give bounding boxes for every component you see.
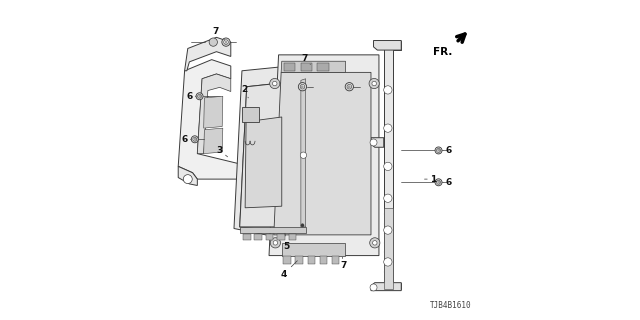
- Circle shape: [298, 83, 307, 91]
- Circle shape: [372, 81, 376, 86]
- Bar: [284, 256, 291, 264]
- Bar: [301, 63, 312, 71]
- Polygon shape: [374, 41, 401, 50]
- Circle shape: [384, 226, 392, 234]
- Text: 7: 7: [340, 257, 347, 270]
- Circle shape: [300, 152, 307, 158]
- Polygon shape: [240, 80, 306, 227]
- Text: 5: 5: [284, 233, 290, 251]
- Polygon shape: [240, 227, 306, 233]
- Circle shape: [183, 175, 192, 184]
- Circle shape: [198, 94, 202, 98]
- Circle shape: [384, 124, 392, 132]
- Circle shape: [193, 137, 196, 141]
- Circle shape: [369, 78, 380, 89]
- Circle shape: [370, 238, 380, 248]
- Circle shape: [384, 194, 392, 202]
- Text: 4: 4: [280, 261, 298, 279]
- Text: 1: 1: [424, 175, 436, 184]
- Polygon shape: [384, 41, 401, 289]
- Polygon shape: [301, 79, 306, 227]
- Polygon shape: [371, 138, 384, 147]
- Text: 6: 6: [186, 92, 196, 101]
- Polygon shape: [184, 37, 231, 71]
- Text: 3: 3: [216, 146, 228, 157]
- Text: 6: 6: [182, 135, 191, 144]
- Polygon shape: [204, 96, 223, 128]
- Circle shape: [269, 78, 280, 89]
- Text: 2: 2: [241, 85, 248, 98]
- Circle shape: [435, 179, 442, 186]
- Polygon shape: [197, 74, 231, 154]
- Circle shape: [273, 241, 278, 245]
- Text: 7: 7: [212, 28, 225, 40]
- Circle shape: [372, 241, 377, 245]
- Circle shape: [191, 136, 198, 143]
- Circle shape: [370, 284, 377, 291]
- Polygon shape: [371, 283, 401, 291]
- Text: FR.: FR.: [433, 47, 452, 57]
- Circle shape: [384, 162, 392, 171]
- Polygon shape: [282, 243, 346, 256]
- Circle shape: [347, 84, 351, 89]
- Circle shape: [222, 38, 230, 46]
- Circle shape: [196, 93, 203, 100]
- Bar: [243, 234, 250, 240]
- Text: 7: 7: [301, 53, 310, 64]
- Circle shape: [436, 180, 440, 184]
- Circle shape: [435, 147, 442, 154]
- Polygon shape: [204, 128, 223, 154]
- Bar: [317, 63, 328, 71]
- Bar: [284, 63, 296, 71]
- Bar: [289, 234, 296, 240]
- Text: TJB4B1610: TJB4B1610: [429, 301, 471, 310]
- Bar: [332, 256, 339, 264]
- Circle shape: [273, 81, 277, 86]
- Circle shape: [224, 40, 228, 44]
- Bar: [277, 234, 285, 240]
- Polygon shape: [269, 55, 379, 256]
- Bar: [320, 256, 327, 264]
- Bar: [242, 108, 259, 122]
- Polygon shape: [234, 64, 306, 238]
- Polygon shape: [281, 61, 346, 72]
- Polygon shape: [384, 208, 393, 289]
- Circle shape: [436, 148, 440, 152]
- Circle shape: [270, 238, 280, 248]
- Circle shape: [370, 139, 377, 146]
- Bar: [266, 234, 273, 240]
- Circle shape: [301, 224, 304, 227]
- Polygon shape: [245, 117, 282, 208]
- Bar: [254, 234, 262, 240]
- Polygon shape: [178, 60, 250, 179]
- Bar: [308, 256, 316, 264]
- Circle shape: [384, 258, 392, 266]
- Circle shape: [345, 83, 353, 91]
- Circle shape: [384, 86, 392, 94]
- Polygon shape: [178, 166, 197, 186]
- Polygon shape: [274, 72, 371, 235]
- Circle shape: [300, 84, 305, 89]
- Text: 6: 6: [443, 146, 452, 155]
- Text: 6: 6: [443, 178, 452, 187]
- Bar: [296, 256, 303, 264]
- Circle shape: [209, 38, 218, 46]
